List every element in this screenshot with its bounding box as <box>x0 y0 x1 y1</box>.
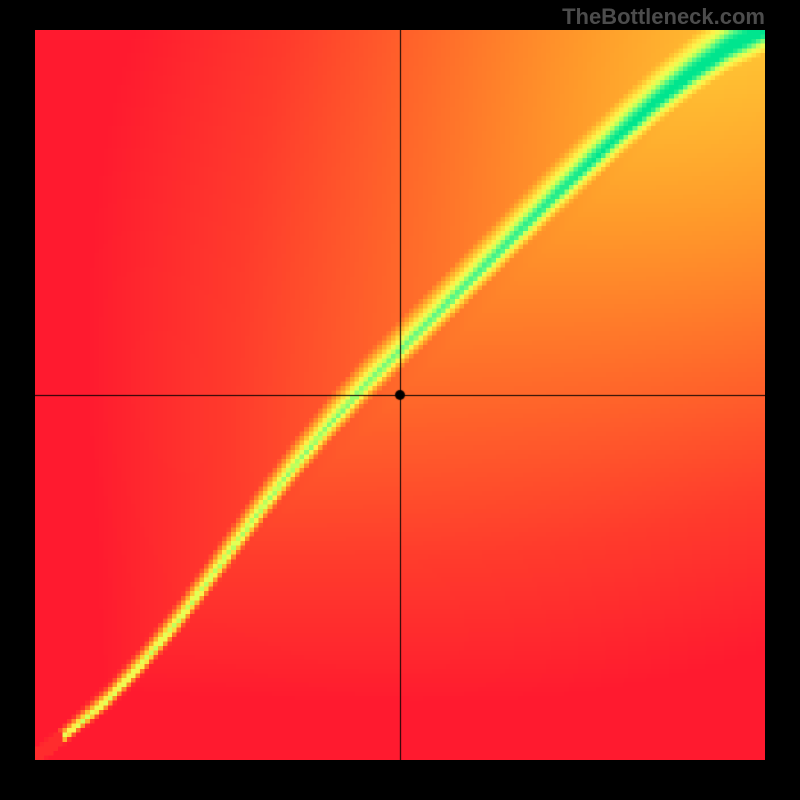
bottleneck-heatmap <box>35 30 765 760</box>
chart-root: TheBottleneck.com <box>0 0 800 800</box>
watermark-text: TheBottleneck.com <box>562 4 765 30</box>
